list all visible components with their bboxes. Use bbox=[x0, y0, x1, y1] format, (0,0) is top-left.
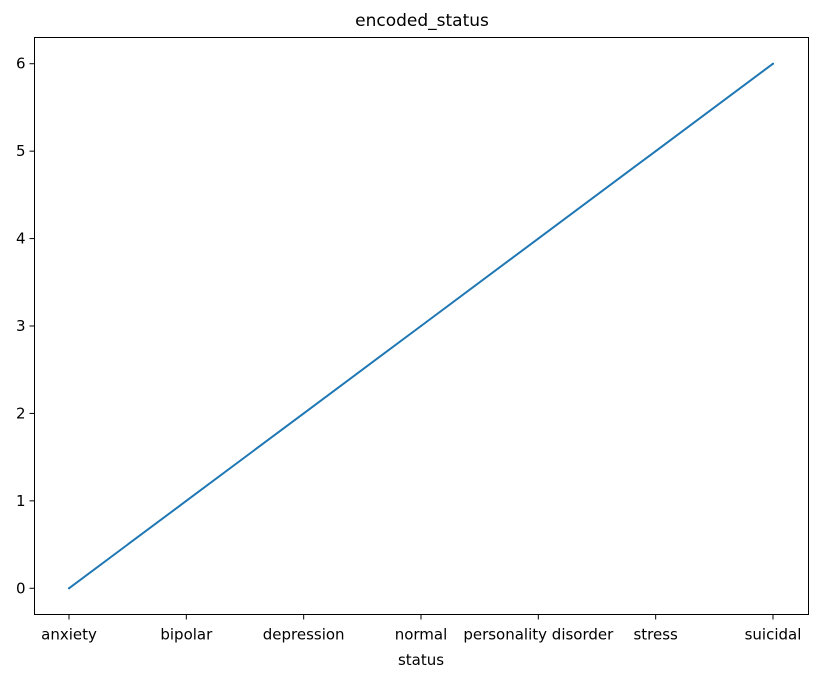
data-point bbox=[654, 150, 657, 153]
y-tick-label: 1 bbox=[16, 492, 26, 510]
data-point bbox=[772, 62, 774, 65]
y-axis: 0 1 2 3 4 5 6 bbox=[16, 55, 35, 597]
x-tick-label: bipolar bbox=[160, 626, 213, 644]
y-tick-label: 0 bbox=[16, 579, 26, 597]
x-tick-label: suicidal bbox=[745, 626, 802, 644]
x-tick-label: personality disorder bbox=[463, 626, 614, 644]
chart-title: encoded_status bbox=[355, 11, 489, 31]
x-tick-label: anxiety bbox=[41, 626, 97, 644]
x-tick-label: normal bbox=[395, 626, 448, 644]
series-layer bbox=[68, 62, 774, 590]
data-point bbox=[420, 325, 422, 327]
x-tick-label: stress bbox=[633, 626, 678, 644]
data-point bbox=[68, 587, 70, 590]
data-point bbox=[185, 499, 188, 502]
data-point bbox=[537, 237, 540, 240]
x-axis: anxiety bipolar depression normal personalit… bbox=[41, 614, 802, 644]
x-tick-label: depression bbox=[263, 626, 345, 644]
y-tick-label: 4 bbox=[16, 230, 26, 248]
data-point bbox=[302, 412, 305, 415]
x-axis-label: status bbox=[398, 651, 444, 669]
y-tick-label: 2 bbox=[16, 404, 26, 422]
y-tick-label: 3 bbox=[16, 317, 26, 335]
y-tick-label: 5 bbox=[16, 142, 26, 160]
y-tick-label: 6 bbox=[16, 55, 26, 73]
